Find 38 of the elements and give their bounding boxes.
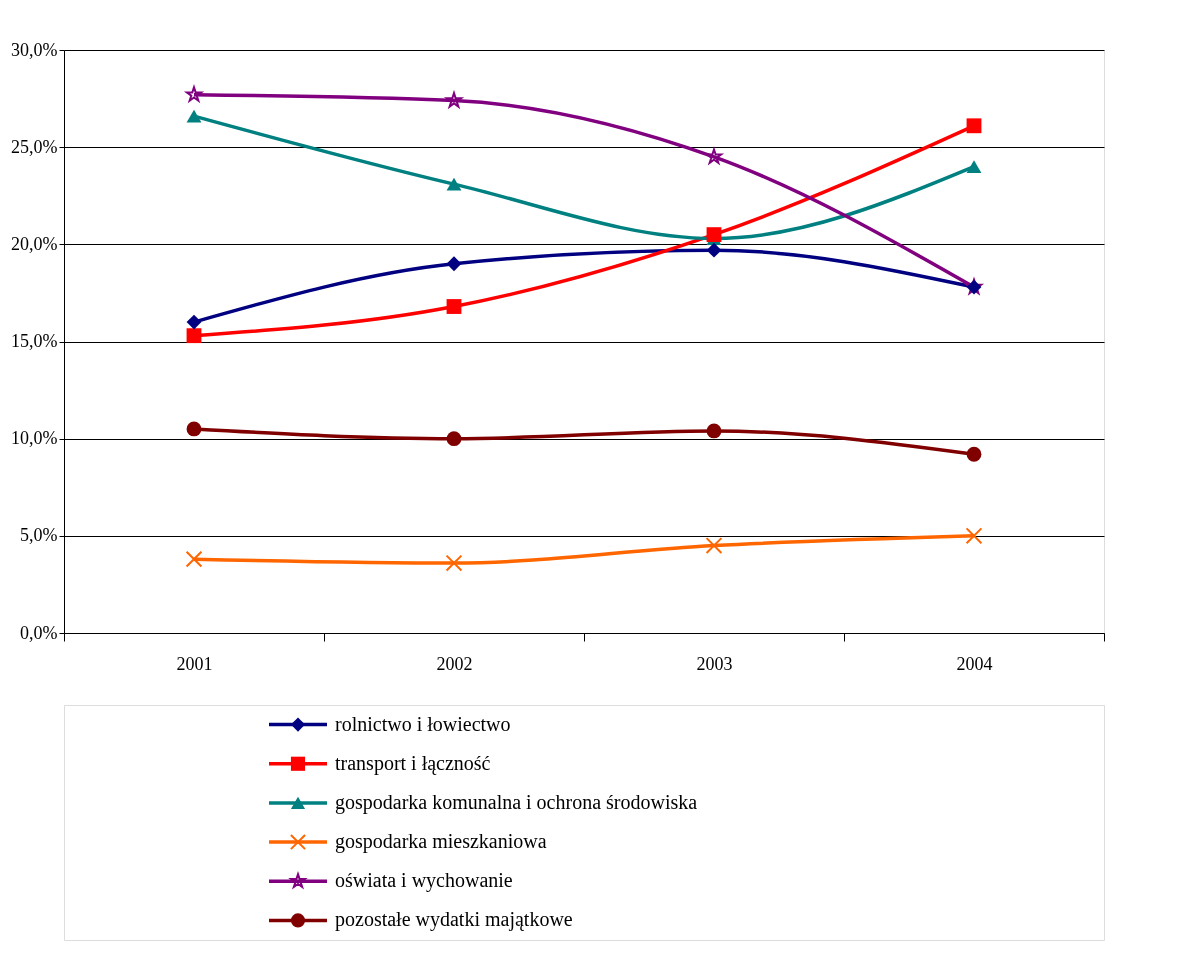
x-tick-label: 2002 — [436, 653, 473, 674]
y-tick-label: 10,0% — [11, 428, 58, 449]
point — [705, 148, 723, 164]
legend-label: gospodarka mieszkaniowa — [335, 830, 547, 854]
point — [446, 256, 462, 272]
point — [706, 423, 722, 439]
point — [445, 92, 463, 108]
y-tick-label: 20,0% — [11, 233, 58, 254]
point — [446, 177, 462, 191]
point — [966, 118, 982, 134]
point — [966, 446, 982, 462]
legend-label: gospodarka komunalna i ochrona środowiska — [335, 790, 698, 814]
point — [185, 550, 203, 568]
point — [706, 227, 722, 243]
legend-label: oświata i wychowanie — [335, 869, 513, 893]
point — [446, 431, 462, 447]
legend-label: pozostałe wydatki majątkowe — [335, 908, 573, 932]
y-tick-label: 30,0% — [11, 39, 58, 60]
point — [706, 242, 722, 258]
point — [185, 86, 203, 102]
y-tick-label: 5,0% — [20, 525, 58, 546]
y-tick-label: 15,0% — [11, 331, 58, 351]
point — [186, 328, 202, 344]
point — [186, 109, 202, 123]
point — [186, 421, 202, 437]
point — [966, 160, 982, 174]
point — [446, 299, 462, 314]
point — [705, 537, 723, 554]
x-tick-label: 2001 — [176, 653, 213, 674]
legend-label: rolnictwo i łowiectwo — [335, 712, 511, 735]
point — [965, 527, 983, 545]
y-tick-label: 25,0% — [11, 136, 58, 157]
point — [186, 314, 202, 330]
point — [445, 554, 463, 572]
x-tick-label: 2004 — [956, 653, 993, 674]
x-tick-label: 2003 — [696, 653, 733, 674]
legend-label: transport i łączność — [335, 751, 491, 775]
y-tick-label: 0,0% — [20, 622, 58, 643]
